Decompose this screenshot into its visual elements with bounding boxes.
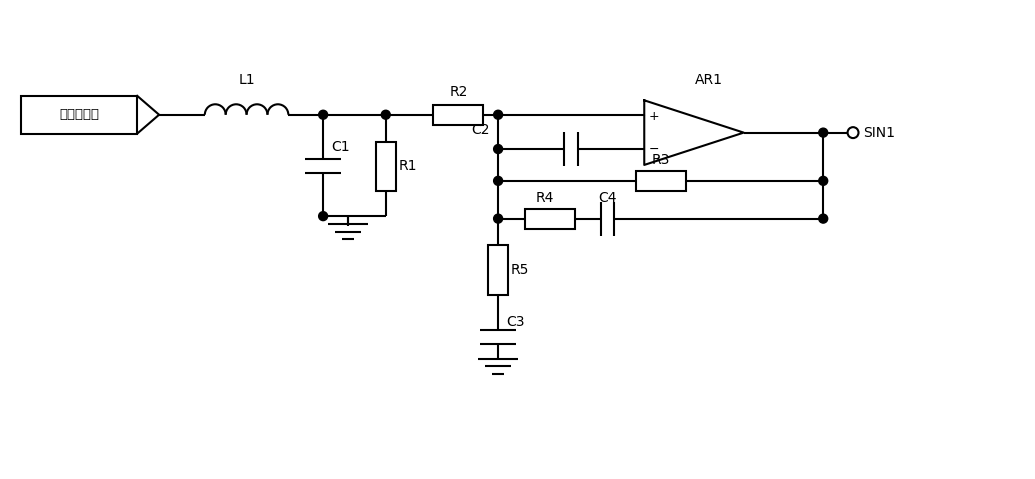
Text: 燃气传感器: 燃气传感器 (59, 108, 99, 121)
Text: C4: C4 (598, 191, 617, 205)
Bar (489, 245, 508, 295)
Text: C3: C3 (506, 315, 525, 329)
Text: −: − (649, 143, 659, 156)
Text: R1: R1 (398, 160, 417, 173)
Text: C2: C2 (472, 123, 491, 137)
Circle shape (381, 110, 390, 119)
Circle shape (494, 214, 503, 223)
Text: R4: R4 (536, 191, 554, 205)
Bar (21, 96, 138, 134)
Text: L1: L1 (238, 73, 255, 87)
Circle shape (494, 145, 503, 153)
Text: R2: R2 (449, 85, 468, 99)
Text: AR1: AR1 (694, 73, 722, 87)
Text: R3: R3 (651, 153, 670, 167)
Text: SIN1: SIN1 (863, 125, 895, 139)
Bar (525, 209, 574, 228)
Circle shape (319, 110, 328, 119)
Circle shape (819, 128, 828, 137)
Circle shape (319, 212, 328, 221)
Text: C1: C1 (331, 139, 350, 153)
Circle shape (494, 176, 503, 185)
Text: +: + (649, 110, 659, 123)
Circle shape (819, 176, 828, 185)
Circle shape (494, 110, 503, 119)
Bar (434, 105, 483, 125)
Text: R5: R5 (511, 263, 530, 277)
Circle shape (819, 214, 828, 223)
Bar (376, 142, 395, 191)
Bar (635, 171, 685, 191)
